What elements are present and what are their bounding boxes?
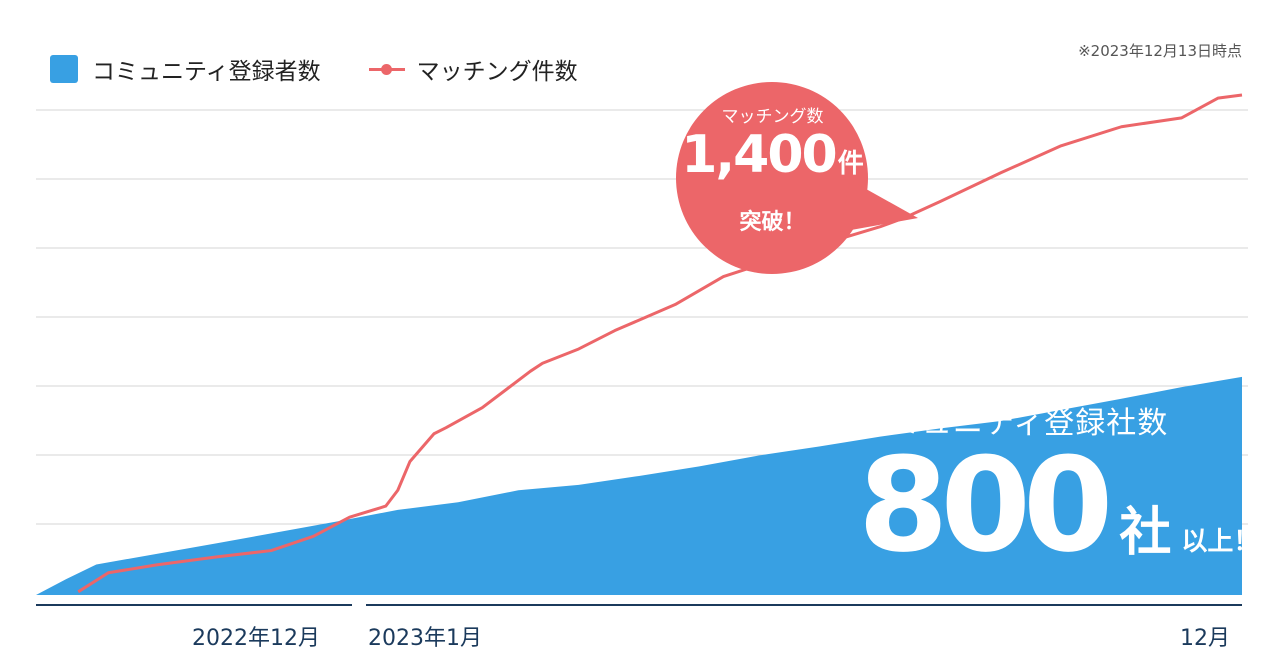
x-label-2022-12: 2022年12月 [192,626,320,651]
legend-swatch-area [50,55,78,83]
legend-item-registrants: コミュニティ登録者数 [50,52,321,86]
x-label-2023-12: 12月 [1180,626,1230,651]
highlight-suffix: 以上！ [1181,527,1260,557]
legend-label-registrants: コミュニティ登録者数 [92,59,321,85]
legend-label-matches: マッチング件数 [416,59,578,85]
highlight-title: コミュニティ登録社数 [860,406,1169,441]
callout-unit: 件 [837,149,864,179]
callout-line1: マッチング数 [721,107,824,127]
callout-line3: 突破！ [739,210,806,235]
callout-number: 1,400 [681,125,837,185]
legend-item-matches: マッチング件数 [368,52,578,86]
legend: コミュニティ登録者数 マッチング件数 [50,52,578,86]
as-of-note: ※2023年12月13日時点 [1078,42,1242,60]
highlight-number: 800 [858,429,1113,581]
x-label-2023-01: 2023年1月 [368,626,482,651]
callout: マッチング数 1,400件 突破！ [675,80,915,280]
gridlines [36,109,1248,525]
callout-bubble [676,82,918,274]
callout-circle [676,82,868,274]
highlight-figure: 800 社 以上！ [858,440,1259,570]
callout-tail [840,180,918,232]
registrants-area [36,376,1242,595]
legend-swatch-line [368,62,405,76]
matches-line [77,93,1243,594]
highlight-unit: 社 [1119,503,1172,563]
callout-number-row: 1,400件 [675,125,870,185]
